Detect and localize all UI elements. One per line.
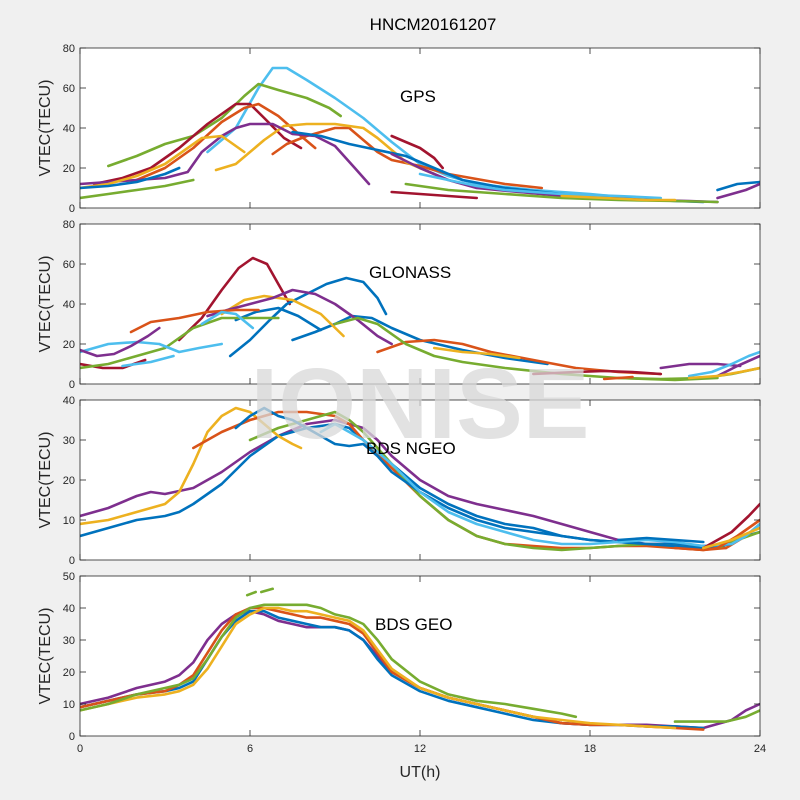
panel-label: BDS GEO: [375, 615, 452, 634]
y-tick-label: 0: [69, 203, 75, 215]
plot-area: [80, 224, 760, 384]
series-line-14: [716, 182, 760, 200]
x-tick-label: 0: [77, 743, 83, 755]
x-axis-label: UT(h): [400, 764, 441, 781]
series-group: [80, 66, 760, 204]
y-tick-label: 30: [63, 635, 75, 647]
series-line-10: [80, 316, 280, 370]
y-tick-label: 10: [63, 699, 75, 711]
panel-4: 0 10 20 30 40 50 0 6 12 18 24 VTEC(TECU) BDS GEO: [37, 571, 766, 755]
series-line-15: [121, 354, 175, 368]
series-line-11: [616, 536, 705, 544]
series-group: [80, 406, 760, 552]
x-tick-label: 6: [247, 743, 253, 755]
x-tick-label: 12: [414, 743, 426, 755]
series-line-16: [418, 172, 663, 200]
series-line-19: [716, 354, 760, 378]
series-line-4: [234, 306, 323, 332]
series-line-7: [259, 587, 275, 594]
series-line-2: [107, 82, 343, 168]
series-group: [80, 587, 760, 731]
series-line-22: [687, 366, 760, 380]
panel-label: BDS NGEO: [366, 439, 456, 458]
series-line-15: [80, 166, 181, 190]
series-line-8: [701, 502, 760, 550]
series-line-3: [228, 276, 388, 358]
plot-area: [80, 48, 760, 208]
watermark: IONISE: [251, 348, 590, 460]
panel-3: 0 10 20 30 40 VTEC(TECU) BDS NGEO: [37, 395, 761, 567]
series-line-18: [687, 350, 760, 378]
series-line-23: [602, 375, 634, 381]
series-line-18: [390, 190, 479, 200]
series-line-7: [206, 288, 394, 346]
y-tick-label: 60: [63, 259, 75, 271]
y-tick-label: 20: [63, 475, 75, 487]
y-tick-label: 0: [69, 379, 75, 391]
series-line-7: [319, 422, 760, 548]
series-line-16: [531, 369, 663, 376]
y-tick-label: 40: [63, 299, 75, 311]
series-line-6: [245, 590, 257, 597]
y-tick-label: 40: [63, 395, 75, 407]
x-tick-label: 24: [754, 743, 766, 755]
y-tick-label: 80: [63, 43, 75, 55]
series-line-3: [80, 606, 705, 731]
series-line-21: [432, 346, 521, 360]
y-tick-label: 60: [63, 83, 75, 95]
y-axis-label: VTEC(TECU): [37, 432, 54, 529]
y-tick-label: 30: [63, 435, 75, 447]
series-line-13: [200, 310, 255, 330]
series-line-5: [80, 603, 578, 719]
y-tick-label: 40: [63, 123, 75, 135]
panel-2: 0 20 40 60 80 VTEC(TECU) GLONASS: [37, 219, 761, 391]
panel-label: GLONASS: [369, 263, 451, 282]
series-line-8: [673, 709, 760, 723]
figure-title: HNCM20161207: [370, 15, 497, 34]
series-line-13: [716, 180, 760, 192]
series-line-4: [80, 606, 677, 730]
series-line-3: [80, 406, 303, 526]
series-line-9: [673, 518, 760, 552]
y-tick-label: 20: [63, 163, 75, 175]
y-tick-label: 50: [63, 571, 75, 583]
series-line-3: [92, 102, 303, 186]
y-axis-label: VTEC(TECU): [37, 608, 54, 705]
series-line-19: [80, 178, 195, 200]
series-line-5: [271, 126, 544, 190]
series-line-10: [390, 134, 445, 170]
series-line-8: [80, 134, 246, 190]
y-tick-label: 0: [69, 731, 75, 743]
panel-1: 0 20 40 60 80 VTEC(TECU) GPS: [37, 43, 761, 215]
y-tick-label: 80: [63, 219, 75, 231]
series-group: [80, 256, 760, 382]
series-line-14: [80, 326, 161, 358]
plot-area: [80, 576, 760, 736]
series-line-6: [220, 294, 345, 338]
series-line-4: [135, 102, 317, 182]
y-tick-label: 10: [63, 515, 75, 527]
series-line-17: [560, 194, 677, 202]
series-line-10: [701, 526, 760, 550]
series-line-8: [129, 308, 260, 334]
y-tick-label: 20: [63, 667, 75, 679]
y-tick-label: 20: [63, 339, 75, 351]
panel-label: GPS: [400, 87, 436, 106]
y-axis-label: VTEC(TECU): [37, 80, 54, 177]
series-line-12: [80, 340, 223, 354]
y-tick-label: 0: [69, 555, 75, 567]
x-tick-label: 18: [584, 743, 596, 755]
y-axis-label: VTEC(TECU): [37, 256, 54, 353]
y-tick-label: 40: [63, 603, 75, 615]
series-line-1: [80, 418, 728, 550]
